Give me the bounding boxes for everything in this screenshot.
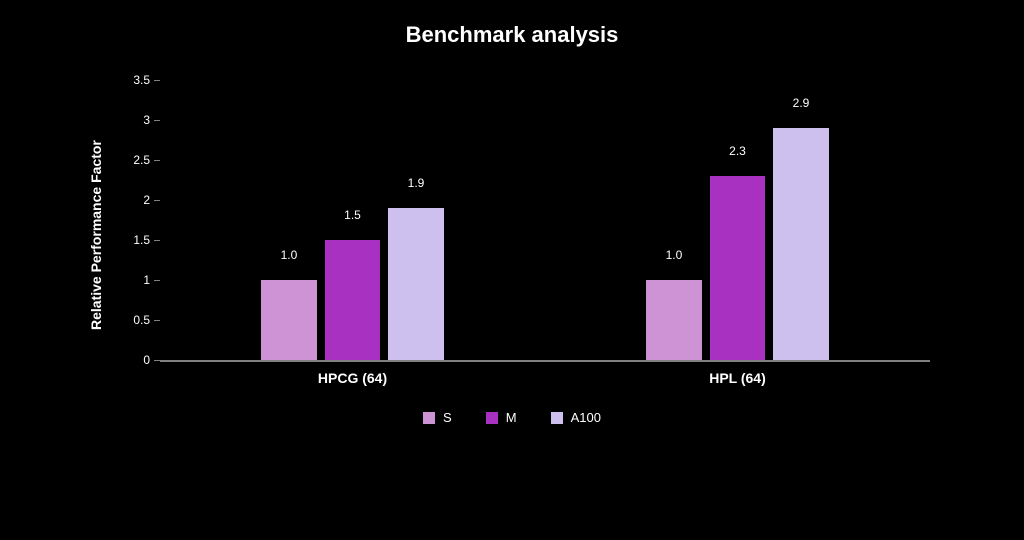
y-tick-label: 1.5 — [120, 233, 150, 247]
y-tick-label: 3.5 — [120, 73, 150, 87]
legend-swatch — [486, 412, 498, 424]
bar-value-label: 1.5 — [344, 208, 361, 222]
bar — [646, 280, 702, 360]
y-tick-label: 2.5 — [120, 153, 150, 167]
legend-item: A100 — [551, 410, 601, 425]
y-tick-label: 0.5 — [120, 313, 150, 327]
bar-value-label: 2.3 — [729, 144, 746, 158]
plot-area: 00.511.522.533.51.01.51.9HPCG (64)1.02.3… — [160, 80, 930, 362]
y-tick — [154, 240, 160, 241]
y-tick — [154, 280, 160, 281]
y-axis-label: Relative Performance Factor — [88, 140, 104, 330]
legend-swatch — [551, 412, 563, 424]
y-tick — [154, 360, 160, 361]
x-tick-label: HPCG (64) — [318, 370, 387, 386]
bar-value-label: 1.0 — [281, 248, 298, 262]
y-tick — [154, 200, 160, 201]
x-tick-label: HPL (64) — [709, 370, 766, 386]
y-tick-label: 2 — [120, 193, 150, 207]
legend-label: A100 — [571, 410, 601, 425]
y-tick-label: 0 — [120, 353, 150, 367]
legend-item: S — [423, 410, 452, 425]
legend-label: M — [506, 410, 517, 425]
legend-item: M — [486, 410, 517, 425]
bar — [773, 128, 829, 360]
y-tick-label: 3 — [120, 113, 150, 127]
bar-value-label: 1.9 — [408, 176, 425, 190]
y-tick — [154, 320, 160, 321]
chart-container: Benchmark analysis Relative Performance … — [0, 0, 1024, 540]
y-tick-label: 1 — [120, 273, 150, 287]
legend-swatch — [423, 412, 435, 424]
bar-value-label: 2.9 — [793, 96, 810, 110]
legend: S M A100 — [0, 410, 1024, 425]
bar — [710, 176, 766, 360]
bar — [261, 280, 317, 360]
bar — [388, 208, 444, 360]
y-tick — [154, 80, 160, 81]
legend-label: S — [443, 410, 452, 425]
y-tick — [154, 120, 160, 121]
bar — [325, 240, 381, 360]
y-tick — [154, 160, 160, 161]
bar-value-label: 1.0 — [666, 248, 683, 262]
chart-title: Benchmark analysis — [0, 22, 1024, 48]
